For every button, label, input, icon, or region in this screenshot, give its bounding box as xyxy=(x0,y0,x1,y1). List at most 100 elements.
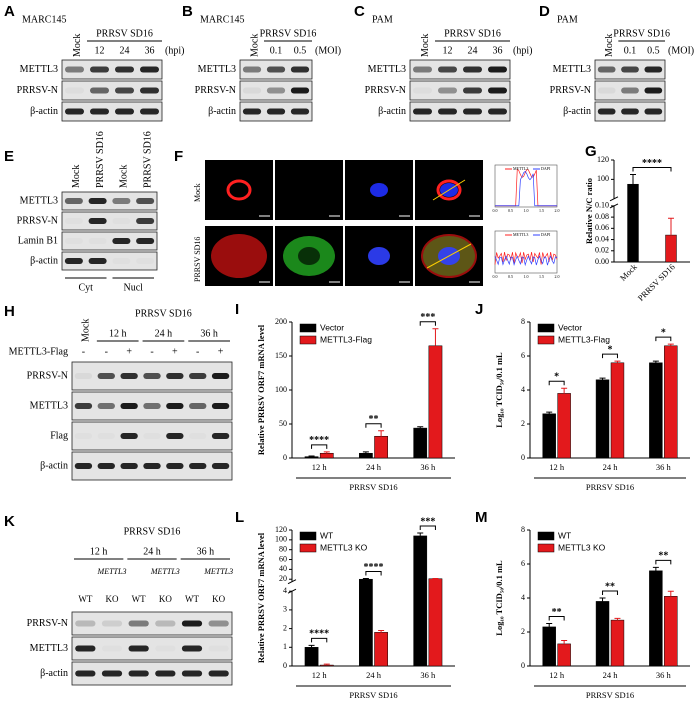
significance-bracket xyxy=(548,616,565,621)
panel-label: M xyxy=(475,509,488,526)
band xyxy=(140,66,159,73)
micrograph xyxy=(205,160,273,220)
y-axis-label: Relative PRRSV ORF7 mRNA level xyxy=(256,324,266,455)
significance-label: **** xyxy=(309,629,329,640)
blot-strip xyxy=(61,231,158,251)
band xyxy=(211,403,230,409)
row-label: METTL3 xyxy=(30,643,68,654)
cell-type: MARC145 xyxy=(22,14,66,25)
band xyxy=(128,645,149,652)
significance-bracket xyxy=(655,559,672,565)
lane-label: Mock xyxy=(72,34,83,57)
stain xyxy=(368,247,390,265)
band xyxy=(181,670,203,677)
band xyxy=(136,198,155,204)
band xyxy=(266,87,286,94)
significance-bracket xyxy=(311,444,328,449)
legend-label: WT xyxy=(320,530,333,540)
row-label: PRRSV-N xyxy=(550,85,591,96)
y-tick-label: 6 xyxy=(521,559,525,568)
panel-label: D xyxy=(539,3,550,20)
band xyxy=(463,108,482,115)
y-tick-label: 50 xyxy=(279,419,287,428)
band xyxy=(189,433,206,439)
y-tick-label: 4 xyxy=(521,593,525,602)
time-label: 24 h xyxy=(155,328,173,339)
sign: + xyxy=(126,346,132,357)
y-tick-label: 0 xyxy=(521,453,525,462)
x-tick-label: 24 h xyxy=(366,462,382,472)
significance-bracket xyxy=(311,637,328,643)
band xyxy=(143,403,161,409)
significance-bracket xyxy=(632,167,672,172)
band xyxy=(75,620,96,627)
lane-label: Mock xyxy=(71,165,82,188)
band xyxy=(112,218,130,224)
band xyxy=(488,66,507,73)
row-label: METTL3 xyxy=(368,64,406,75)
channel-label: MERGE xyxy=(418,164,440,170)
panel-label: B xyxy=(182,3,193,20)
band xyxy=(120,403,138,409)
scale-bar-label: 5 μm xyxy=(470,275,480,280)
band xyxy=(120,433,138,439)
genotype-label: KO xyxy=(159,594,172,604)
band xyxy=(597,87,616,94)
band xyxy=(112,238,131,244)
micrograph xyxy=(275,160,343,220)
band xyxy=(155,620,176,627)
band xyxy=(65,88,84,94)
band xyxy=(438,87,457,94)
band xyxy=(266,66,286,73)
bar xyxy=(595,379,610,459)
band xyxy=(597,66,616,73)
profile-trace xyxy=(494,255,558,267)
sign: + xyxy=(218,346,224,357)
profile-tick: 2.0 xyxy=(555,208,560,213)
band xyxy=(644,87,663,94)
legend-swatch xyxy=(299,323,317,333)
band xyxy=(65,218,83,224)
scale-bar-label: 5 μm xyxy=(330,209,340,214)
band xyxy=(97,373,115,379)
y-tick-label: 100 xyxy=(597,174,609,183)
band xyxy=(211,373,230,379)
band xyxy=(143,463,161,469)
gene-label: METTL3 xyxy=(203,567,233,576)
y-tick-label: 0 xyxy=(283,453,287,462)
bar xyxy=(542,413,556,459)
band xyxy=(65,238,83,244)
y-tick-label: 0 xyxy=(283,661,287,670)
legend-swatch xyxy=(537,543,555,553)
unit-label: (hpi) xyxy=(513,45,532,56)
band xyxy=(75,433,92,439)
legend-swatch xyxy=(299,335,317,345)
band xyxy=(155,670,176,677)
x-tick-label: 12 h xyxy=(549,670,565,680)
channel-label: METTL3 xyxy=(208,230,232,236)
bar xyxy=(304,647,319,667)
band xyxy=(90,66,109,73)
blot-strip xyxy=(409,59,511,80)
panel-label: H xyxy=(4,303,15,320)
error-bar xyxy=(308,644,315,648)
unit-label: (MOI) xyxy=(668,45,694,56)
profile-line xyxy=(432,179,466,201)
bar xyxy=(374,435,388,459)
group-label: PRRSV SD16 xyxy=(135,308,192,319)
band xyxy=(413,108,432,115)
band xyxy=(74,463,93,469)
time-label: 12 h xyxy=(109,328,127,339)
group-label: PRRSV SD16 xyxy=(444,28,501,39)
band xyxy=(644,66,663,73)
group-label: PRRSV SD16 xyxy=(124,526,181,537)
band xyxy=(97,463,115,469)
bar xyxy=(610,362,625,459)
band xyxy=(101,620,123,627)
bar xyxy=(649,362,663,459)
bar xyxy=(413,427,428,459)
scale-bar-label: 5 μm xyxy=(330,275,340,280)
bar xyxy=(610,619,625,667)
bar xyxy=(428,578,443,667)
y-tick-label: 120 xyxy=(275,525,287,534)
